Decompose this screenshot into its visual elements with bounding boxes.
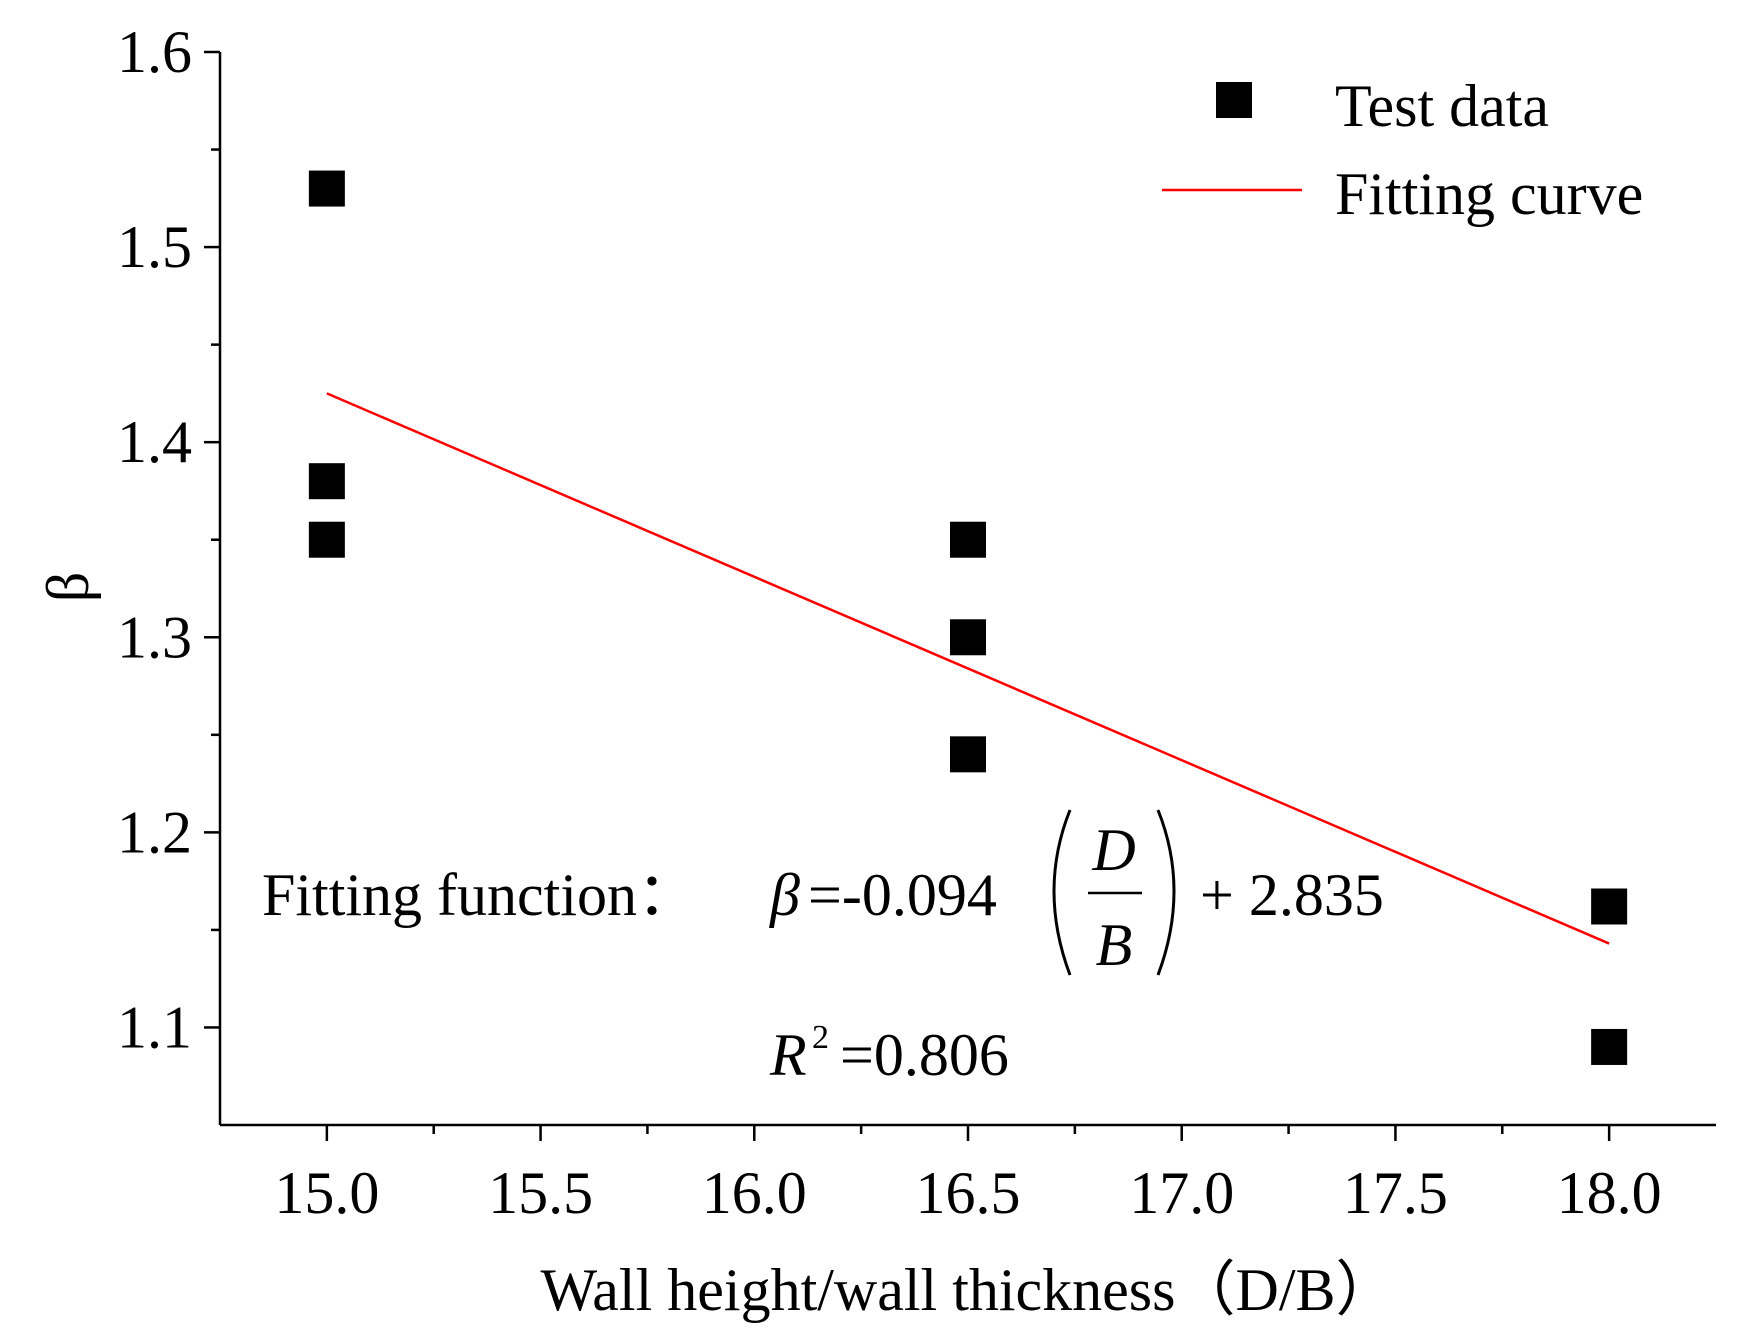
- data-point: [308, 463, 345, 500]
- x-tick-label: 15.0: [274, 1160, 379, 1226]
- fit-beta-symbol: β: [769, 862, 800, 928]
- x-tick-label: 17.0: [1129, 1160, 1234, 1226]
- y-tick-label: 1.2: [117, 799, 192, 865]
- left-paren-icon: [1052, 809, 1072, 976]
- data-point: [950, 736, 986, 773]
- x-tick-label: 16.5: [916, 1160, 1021, 1226]
- fit-intercept: + 2.835: [1200, 862, 1384, 928]
- legend-label-test-data: Test data: [1335, 73, 1549, 139]
- data-point: [1591, 888, 1628, 925]
- fraction-numerator: D: [1091, 817, 1135, 883]
- data-point: [308, 521, 345, 558]
- x-tick-label: 16.0: [702, 1160, 807, 1226]
- legend-label-fitting-curve: Fitting curve: [1335, 161, 1643, 227]
- x-tick-label: 15.5: [488, 1160, 593, 1226]
- x-tick-label: 17.5: [1343, 1160, 1448, 1226]
- fit-line-group: [326, 392, 1610, 945]
- fit-coefficient: =-0.094: [808, 862, 997, 928]
- y-axis-title: β: [35, 572, 101, 603]
- y-tick-label: 1.3: [117, 604, 192, 670]
- r2-letter: R: [769, 1022, 807, 1088]
- r2-superscript: 2: [812, 1019, 829, 1056]
- fit-function-annotation: Fitting function： β =-0.094 D B + 2.835: [262, 809, 1384, 978]
- fraction-denominator: B: [1096, 912, 1133, 978]
- data-point: [1591, 1028, 1628, 1065]
- x-tick-label: 18.0: [1557, 1160, 1662, 1226]
- legend: Test data Fitting curve: [1162, 73, 1643, 227]
- y-tick-label: 1.4: [117, 409, 192, 475]
- data-point: [308, 170, 345, 207]
- data-point: [950, 521, 986, 558]
- y-tick-label: 1.5: [117, 214, 192, 280]
- fit-function-label: Fitting function：: [262, 862, 697, 928]
- data-markers: [308, 170, 1628, 1065]
- tick-labels: 15.0 15.5 16.0 16.5 17.0 17.5 18.0 1.1 1.2 1.3 1.4…: [117, 19, 1662, 1226]
- x-axis-title: Wall height/wall thickness（D/B）: [540, 1257, 1395, 1323]
- data-point: [950, 619, 986, 656]
- ticks: [204, 50, 1611, 1141]
- fitting-curve-line: [326, 392, 1610, 945]
- r2-value: =0.806: [840, 1022, 1009, 1088]
- legend-marker-test-data: [1216, 82, 1252, 118]
- y-tick-label: 1.1: [117, 994, 192, 1060]
- r-squared-annotation: R 2 =0.806: [769, 1019, 1009, 1088]
- y-tick-label: 1.6: [117, 19, 192, 85]
- right-paren-icon: [1156, 809, 1176, 976]
